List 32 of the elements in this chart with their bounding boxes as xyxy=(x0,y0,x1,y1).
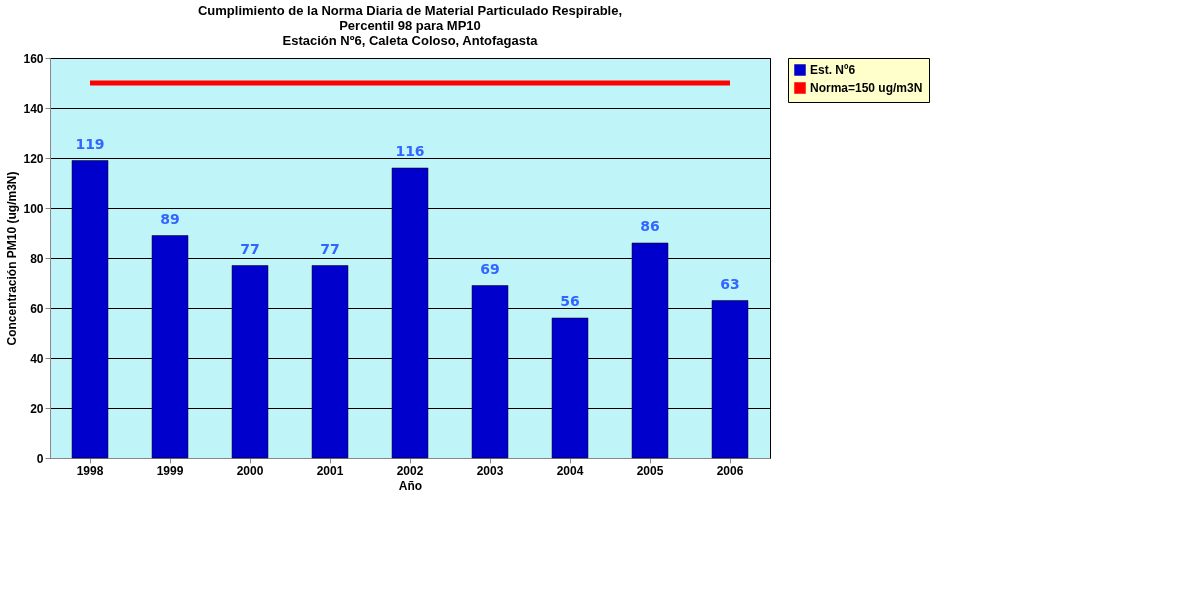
chart-title: Cumplimiento de la Norma Diaria de Material Particulado Respirable, Percentil 98 para MP10 Estación Nº6, Caleta Coloso, Antofagasta xyxy=(197,3,623,48)
data-label: 63 xyxy=(720,275,740,292)
data-label: 77 xyxy=(240,240,260,257)
x-tick-label: 2000 xyxy=(236,463,264,478)
x-tick-label: 2002 xyxy=(396,463,424,478)
y-tick-label: 140 xyxy=(23,101,44,116)
legend-label: Norma=150 ug/m3N xyxy=(810,81,923,95)
data-label: 116 xyxy=(395,143,425,159)
x-tick-label: 2006 xyxy=(716,463,744,478)
data-label: 86 xyxy=(640,218,660,234)
y-tick-label: 100 xyxy=(23,201,44,216)
data-label: 56 xyxy=(560,293,580,309)
data-label: 119 xyxy=(75,135,105,152)
x-tick-label: 1999 xyxy=(156,463,184,478)
x-tick-label: 2004 xyxy=(556,463,584,478)
y-tick-label: 0 xyxy=(36,451,44,466)
y-tick-label: 60 xyxy=(30,301,44,316)
y-tick-label: 160 xyxy=(23,51,44,66)
legend-label: Est. Nº6 xyxy=(810,63,856,77)
x-axis-title: Año xyxy=(398,478,423,493)
y-tick-label: 40 xyxy=(30,351,44,366)
data-label: 69 xyxy=(480,260,500,277)
y-axis-title: Concentración PM10 (ug/m3N) xyxy=(5,171,20,346)
x-tick-label: 2003 xyxy=(476,463,504,478)
x-tick-label: 2001 xyxy=(316,463,344,478)
y-tick-label: 20 xyxy=(30,401,44,416)
y-tick-label: 120 xyxy=(23,151,44,166)
y-tick-label: 80 xyxy=(30,251,44,266)
x-tick-label: 2005 xyxy=(636,463,664,478)
data-label: 77 xyxy=(320,240,340,257)
x-tick-label: 1998 xyxy=(76,463,104,478)
data-label: 89 xyxy=(160,210,180,227)
